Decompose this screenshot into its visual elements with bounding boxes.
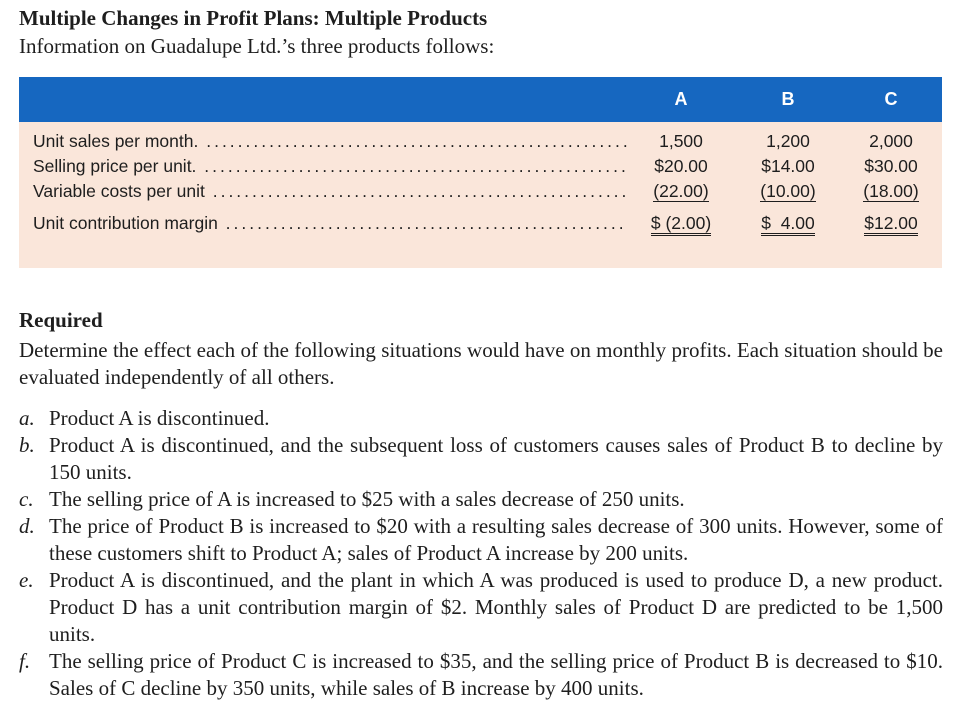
item-label: d.: [19, 514, 35, 538]
cell-c-unit-sales: 2,000: [869, 131, 913, 151]
cell-b-unit-sales: 1,200: [766, 131, 810, 151]
item-text: The selling price of A is increased to $…: [49, 487, 685, 511]
item-text: The price of Product B is increased to $…: [49, 514, 943, 565]
product-table: A B C Unit sales per month. ............…: [19, 77, 942, 268]
item-label: b.: [19, 433, 35, 457]
problem-title: Multiple Changes in Profit Plans: Multip…: [19, 6, 488, 30]
cell-b-selling-price: $14.00: [761, 156, 815, 176]
row-label-variable-costs: Variable costs per unit ................…: [33, 181, 627, 201]
cell-a-selling-price: $20.00: [654, 156, 708, 176]
item-label: a.: [19, 406, 35, 430]
cell-c-variable-costs: (18.00): [863, 181, 919, 202]
item-label: e.: [19, 568, 34, 592]
list-item-f: f. The selling price of Product C is inc…: [19, 648, 943, 702]
item-text: Product A is discontinued, and the subse…: [49, 433, 943, 484]
cell-b-contribution-margin: $ 4.00: [746, 213, 830, 236]
required-text: Determine the effect each of the followi…: [19, 338, 943, 389]
list-item-b: b. Product A is discontinued, and the su…: [19, 432, 943, 486]
table-header: A B C: [19, 77, 942, 122]
row-label-unit-sales: Unit sales per month. ..................…: [33, 131, 627, 151]
row-label-selling-price: Selling price per unit. ................…: [33, 156, 627, 176]
cell-c-selling-price: $30.00: [864, 156, 918, 176]
list-item-a: a. Product A is discontinued.: [19, 405, 943, 432]
item-label: c.: [19, 487, 34, 511]
column-header-a: A: [674, 89, 688, 109]
cell-c-contribution-margin: $12.00: [849, 213, 933, 236]
required-heading: Required: [19, 308, 103, 332]
column-header-b: B: [781, 89, 795, 109]
item-text: Product A is discontinued.: [49, 406, 270, 430]
column-header-c: C: [884, 89, 898, 109]
list-item-c: c. The selling price of A is increased t…: [19, 486, 943, 513]
cell-b-variable-costs: (10.00): [760, 181, 816, 202]
intro-text: Information on Guadalupe Ltd.’s three pr…: [19, 34, 495, 58]
list-item-e: e. Product A is discontinued, and the pl…: [19, 567, 943, 648]
cell-a-contribution-margin: $ (2.00): [639, 213, 723, 236]
item-text: Product A is discontinued, and the plant…: [49, 568, 943, 646]
item-text: The selling price of Product C is increa…: [49, 649, 943, 700]
row-label-contribution-margin: Unit contribution margin ...............…: [33, 213, 627, 233]
item-label: f.: [19, 649, 31, 673]
cell-a-variable-costs: (22.00): [653, 181, 709, 202]
cell-a-unit-sales: 1,500: [659, 131, 703, 151]
list-item-d: d. The price of Product B is increased t…: [19, 513, 943, 567]
